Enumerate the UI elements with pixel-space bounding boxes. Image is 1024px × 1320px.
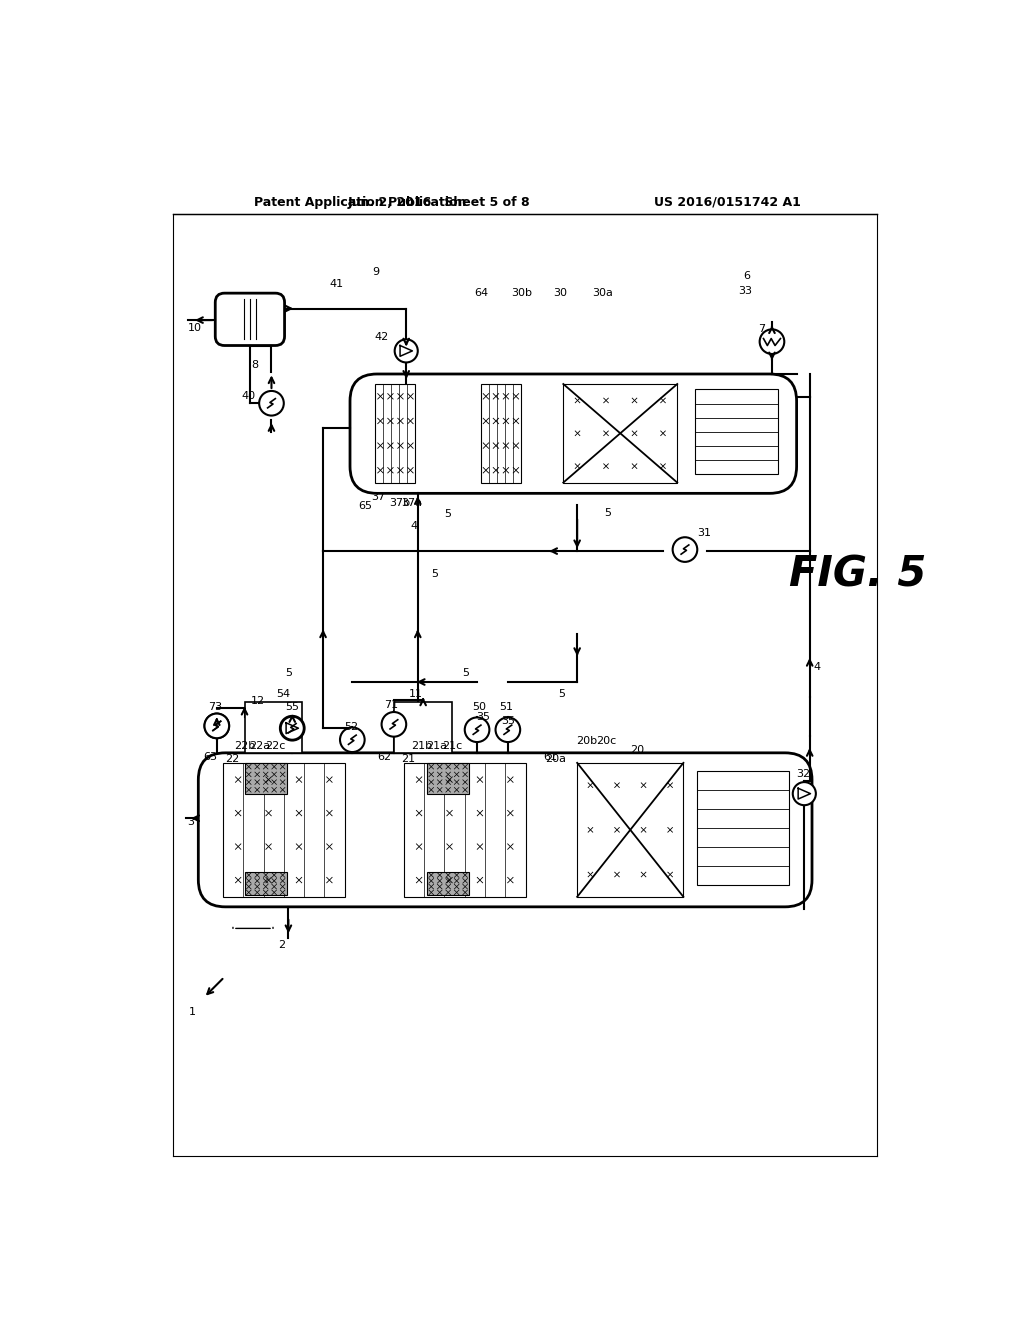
Text: 52: 52 (344, 722, 358, 731)
Text: 9: 9 (372, 268, 379, 277)
Text: 6: 6 (743, 271, 750, 281)
Text: 63: 63 (203, 752, 217, 763)
Text: 65: 65 (358, 502, 373, 511)
Text: 21b: 21b (411, 741, 432, 751)
Text: 21c: 21c (442, 741, 463, 751)
Text: 5: 5 (604, 508, 611, 517)
Bar (403, 763, 525, 896)
Text: 12: 12 (251, 696, 264, 706)
Circle shape (281, 717, 304, 739)
Circle shape (760, 330, 784, 354)
Circle shape (465, 718, 489, 742)
Text: 35: 35 (476, 711, 490, 722)
Bar (695, 389, 778, 474)
Text: 40: 40 (242, 391, 255, 400)
Text: 20c: 20c (596, 737, 616, 746)
Text: 2: 2 (278, 940, 285, 950)
Text: US 2016/0151742 A1: US 2016/0151742 A1 (654, 195, 801, 209)
Text: 1: 1 (188, 1007, 196, 1016)
Bar (223, 763, 345, 896)
Text: FIG. 5: FIG. 5 (788, 553, 927, 595)
Bar (245, 702, 302, 752)
Circle shape (394, 339, 418, 363)
Circle shape (281, 717, 304, 739)
Text: 22b: 22b (233, 741, 255, 751)
Bar (578, 763, 683, 896)
Text: 37a: 37a (401, 499, 422, 508)
Text: 37b: 37b (389, 499, 411, 508)
FancyBboxPatch shape (350, 374, 797, 494)
Text: 5: 5 (462, 668, 469, 677)
Circle shape (673, 537, 697, 562)
Text: 5: 5 (558, 689, 565, 698)
Text: 21a: 21a (427, 741, 447, 751)
Text: 54: 54 (275, 689, 290, 698)
Text: 73: 73 (208, 702, 222, 711)
Text: 30: 30 (553, 288, 567, 298)
Text: 22: 22 (225, 754, 240, 764)
Text: 20a: 20a (545, 754, 566, 764)
Bar (376, 384, 416, 483)
Text: 3: 3 (187, 817, 195, 828)
Text: 22a: 22a (250, 741, 270, 751)
Bar (245, 763, 287, 793)
Circle shape (259, 391, 284, 416)
Text: 37: 37 (372, 492, 386, 502)
Text: 30a: 30a (592, 288, 613, 298)
Text: 61: 61 (543, 752, 557, 763)
Text: 21: 21 (400, 754, 415, 764)
Text: 5: 5 (285, 668, 292, 677)
Text: Patent Application Publication: Patent Application Publication (254, 195, 466, 209)
Text: 5: 5 (444, 510, 452, 519)
Circle shape (496, 718, 520, 742)
Text: 51: 51 (500, 702, 513, 711)
Text: 30b: 30b (511, 288, 532, 298)
Text: 31: 31 (697, 528, 712, 539)
Text: 64: 64 (474, 288, 488, 298)
Bar (696, 771, 788, 886)
Bar (563, 384, 677, 483)
Text: 33: 33 (738, 286, 752, 296)
Text: 22c: 22c (265, 741, 286, 751)
Circle shape (205, 714, 229, 738)
Text: 41: 41 (330, 279, 344, 289)
Circle shape (205, 714, 229, 738)
Bar (481, 384, 521, 483)
Text: 42: 42 (375, 333, 389, 342)
Bar (427, 763, 469, 793)
Circle shape (340, 727, 365, 752)
Text: 71: 71 (384, 700, 398, 710)
Text: 35: 35 (501, 715, 515, 726)
Text: 8: 8 (252, 360, 259, 370)
Text: 32: 32 (796, 770, 810, 779)
Text: 20b: 20b (575, 737, 597, 746)
FancyBboxPatch shape (215, 293, 285, 346)
Text: 20: 20 (630, 744, 644, 755)
Text: 50: 50 (472, 702, 486, 711)
Circle shape (793, 781, 816, 805)
Circle shape (280, 715, 304, 741)
FancyBboxPatch shape (199, 752, 812, 907)
Text: 11: 11 (409, 689, 423, 698)
Text: 55: 55 (286, 702, 299, 711)
Text: 7: 7 (759, 325, 766, 334)
Bar (245, 873, 287, 895)
Bar (427, 873, 469, 895)
Text: 10: 10 (187, 323, 202, 333)
Circle shape (382, 711, 407, 737)
Text: 5: 5 (431, 569, 438, 579)
Text: 4: 4 (411, 521, 418, 532)
Text: Jun. 2, 2016   Sheet 5 of 8: Jun. 2, 2016 Sheet 5 of 8 (347, 195, 529, 209)
Bar (394, 702, 452, 752)
Text: 4: 4 (814, 661, 821, 672)
Text: 62: 62 (378, 752, 392, 763)
